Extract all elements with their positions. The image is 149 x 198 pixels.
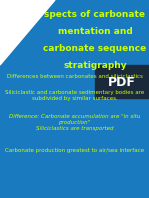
Text: carbonate sequence: carbonate sequence bbox=[43, 44, 147, 53]
Bar bbox=[95, 65, 149, 98]
Text: Difference: Carbonate accumulation are "in situ
production"
Siliciclastics are t: Difference: Carbonate accumulation are "… bbox=[9, 114, 140, 131]
Text: Carbonate production greatest to air/sea interface: Carbonate production greatest to air/sea… bbox=[5, 148, 144, 153]
Text: stratigraphy: stratigraphy bbox=[63, 61, 127, 70]
Text: spects of carbonate: spects of carbonate bbox=[45, 10, 146, 19]
Text: mentation and: mentation and bbox=[58, 27, 132, 36]
Text: Differences between carbonates and siliciclastics: Differences between carbonates and silic… bbox=[7, 74, 142, 79]
Text: PDF: PDF bbox=[108, 75, 136, 89]
Text: Siliciclastic and carbonate sedimentary bodies are
subdivided by similar surface: Siliciclastic and carbonate sedimentary … bbox=[5, 90, 144, 101]
Polygon shape bbox=[0, 0, 55, 65]
